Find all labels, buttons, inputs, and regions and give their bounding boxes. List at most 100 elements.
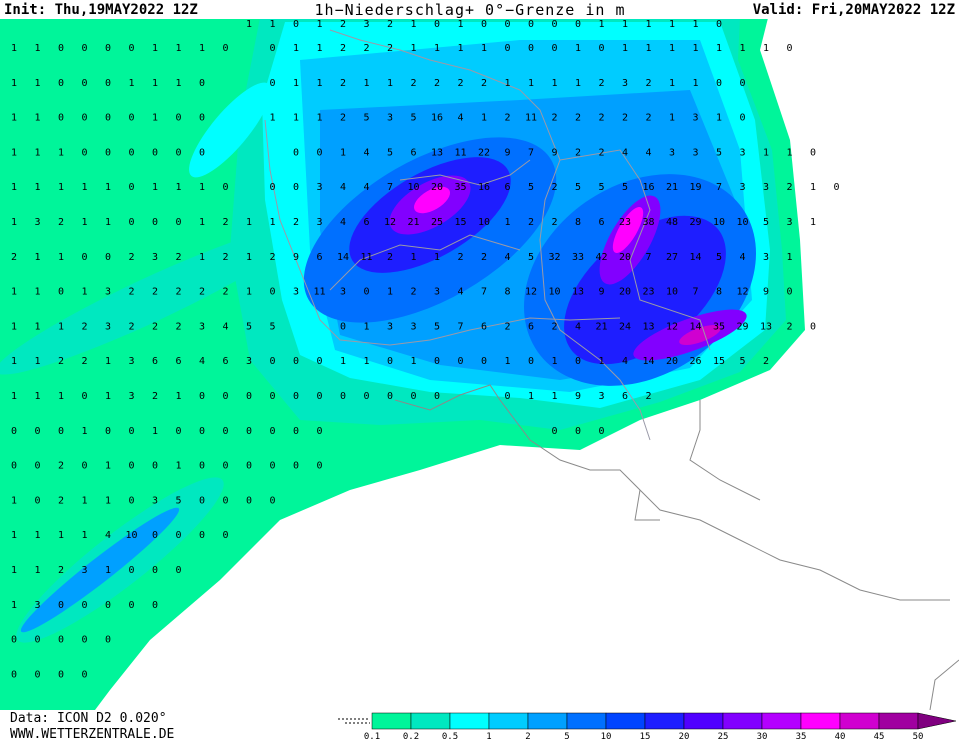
grid-value: 10 [478,217,490,228]
grid-value: 1 [598,19,604,30]
borders [264,29,959,711]
grid-value: 0 [58,635,64,646]
grid-value: 1 [551,356,557,367]
grid-value: 0 [810,147,816,158]
grid-value: 2 [457,78,463,89]
grid-value: 25 [431,217,443,228]
grid-value: 0 [11,461,17,472]
grid-value: 0 [739,78,745,89]
grid-value: 0 [81,43,87,54]
grid-value: 14 [689,252,701,263]
grid-value: 4 [199,356,205,367]
grid-value: 11 [454,147,466,158]
grid-value: 0 [128,113,134,124]
grid-value: 7 [387,182,393,193]
grid-value: 0 [528,43,534,54]
grid-value: 16 [642,182,654,193]
grid-value: 0 [222,461,228,472]
legend-label: 5 [564,732,569,741]
grid-value: 6 [316,252,322,263]
grid-value: 2 [598,113,604,124]
grid-value: 38 [642,217,654,228]
grid-value: 1 [34,147,40,158]
grid-value: 13 [760,321,772,332]
grid-value: 23 [642,287,654,298]
grid-value: 0 [152,600,158,611]
grid-value: 3 [622,78,628,89]
grid-value: 0 [387,391,393,402]
grid-value: 1 [763,147,769,158]
grid-value: 24 [619,321,631,332]
legend-label: 45 [874,732,885,741]
grid-value: 10 [666,287,678,298]
grid-value: 2 [481,78,487,89]
legend-swatch [605,712,646,730]
grid-value: 2 [387,19,393,30]
grid-value: 0 [293,356,299,367]
grid-value: 0 [363,287,369,298]
grid-value: 1 [316,113,322,124]
grid-value: 0 [222,182,228,193]
grid-value: 2 [575,147,581,158]
grid-value: 1 [669,19,675,30]
grid-value: 0 [293,182,299,193]
grid-value: 0 [34,495,40,506]
grid-value: 0 [128,600,134,611]
grid-value: 1 [105,495,111,506]
grid-value: 1 [528,78,534,89]
grid-value: 8 [575,217,581,228]
grid-value: 1 [692,78,698,89]
grid-value: 0 [175,147,181,158]
grid-value: 5 [575,182,581,193]
grid-value: 2 [551,217,557,228]
grid-value: 0 [387,356,393,367]
grid-value: 2 [340,43,346,54]
grid-value: 1 [528,391,534,402]
grid-value: 0 [833,182,839,193]
grid-value: 1 [34,78,40,89]
grid-value: 8 [504,287,510,298]
grid-value: 0 [128,182,134,193]
legend-label: 2 [525,732,530,741]
grid-value: 6 [504,182,510,193]
grid-value: 0 [128,426,134,437]
grid-value: 0 [105,426,111,437]
grid-value: 6 [528,321,534,332]
grid-value: 0 [58,669,64,680]
grid-value: 0 [363,391,369,402]
grid-value: 0 [199,461,205,472]
grid-value: 3 [434,287,440,298]
grid-value: 1 [34,391,40,402]
grid-value: 3 [763,252,769,263]
grid-value: 8 [716,287,722,298]
grid-value: 3 [128,391,134,402]
grid-value: 2 [622,113,628,124]
grid-value: 1 [152,113,158,124]
grid-value: 1 [551,78,557,89]
grid-value: 1 [199,182,205,193]
grid-value: 20 [619,287,631,298]
grid-value: 2 [645,391,651,402]
legend-label: 25 [718,732,729,741]
grid-value: 1 [363,356,369,367]
grid-value: 5 [716,252,722,263]
grid-value: 19 [689,182,701,193]
grid-value: 0 [410,391,416,402]
grid-value: 4 [222,321,228,332]
grid-value: 5 [387,147,393,158]
legend-swatch [878,712,919,730]
grid-value: 0 [105,43,111,54]
grid-value: 1 [363,321,369,332]
grid-value: 0 [786,287,792,298]
rain-streak [20,507,180,633]
grid-value: 3 [763,182,769,193]
legend-label: 40 [835,732,846,741]
grid-value: 0 [58,113,64,124]
grid-value: 1 [11,356,17,367]
grid-value: 3 [34,217,40,228]
grid-value: 4 [457,113,463,124]
legend-swatch [683,712,724,730]
grid-value: 2 [551,321,557,332]
grid-value: 20 [619,252,631,263]
grid-value: 1 [11,217,17,228]
